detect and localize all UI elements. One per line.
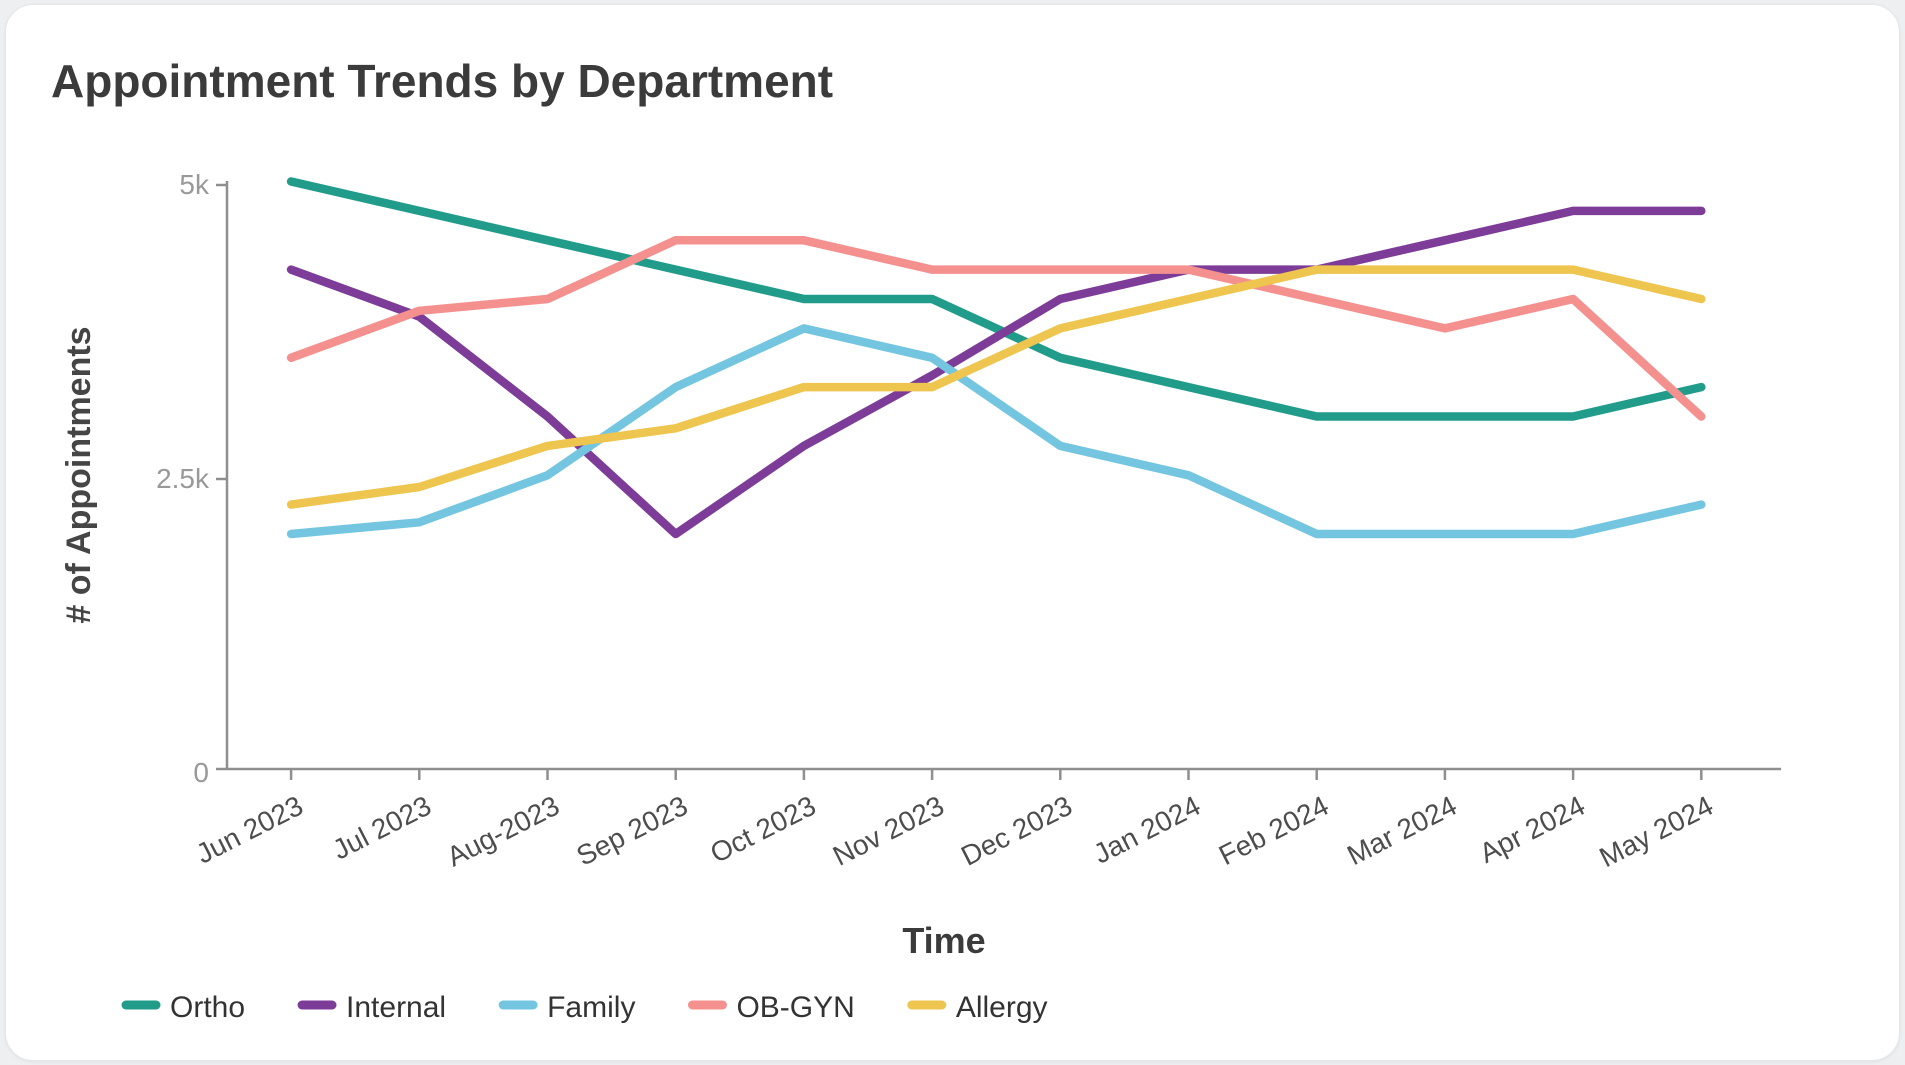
x-tick-label: Mar 2024 (1342, 790, 1461, 871)
legend-item-internal[interactable]: Internal (297, 991, 446, 1024)
y-tick-label-5k: 5k (179, 169, 210, 200)
x-tick-label: Dec 2023 (956, 790, 1077, 872)
x-tick-label: Jul 2023 (328, 790, 436, 866)
legend: Ortho Internal Family OB-GYN Allergy (121, 991, 1048, 1024)
plot-lines (286, 177, 1706, 539)
legend-item-ob-gyn[interactable]: OB-GYN (687, 991, 855, 1024)
x-axis-ticks (289, 769, 1703, 780)
legend-label-internal: Internal (346, 991, 446, 1024)
series-line-ob-gyn (286, 236, 1706, 421)
legend-label-family: Family (547, 991, 635, 1024)
series-line-ortho (286, 177, 1706, 421)
x-tick-label: Apr 2024 (1474, 790, 1589, 869)
legend-item-allergy[interactable]: Allergy (907, 991, 1048, 1024)
x-tick-label: Aug-2023 (442, 790, 564, 873)
series-line-family (286, 324, 1706, 539)
x-tick-label: May 2024 (1594, 790, 1718, 873)
series-line-allergy (286, 265, 1706, 509)
legend-label-ob-gyn: OB-GYN (736, 991, 854, 1024)
x-axis-title: Time (902, 920, 985, 961)
x-tick-label: Feb 2024 (1214, 790, 1334, 871)
legend-item-ortho[interactable]: Ortho (121, 991, 245, 1024)
chart-card: Appointment Trends by Department # of Ap… (5, 4, 1900, 1061)
chart-title: Appointment Trends by Department (51, 55, 833, 107)
x-tick-label: Oct 2023 (705, 790, 820, 869)
y-tick-label-0: 0 (193, 757, 209, 788)
legend-label-allergy: Allergy (956, 991, 1048, 1024)
series-line-internal (286, 206, 1706, 539)
x-tick-label: Nov 2023 (828, 790, 949, 872)
y-tick-label-2.5k: 2.5k (156, 463, 210, 494)
x-axis-labels: Jun 2023 Jul 2023 Aug-2023 Sep 2023 Oct 2023… (191, 790, 1718, 873)
x-tick-label: Jun 2023 (191, 790, 308, 870)
y-axis-title: # of Appointments (60, 326, 98, 623)
appointment-trends-chart: Appointment Trends by Department # of Ap… (51, 55, 1781, 1024)
x-tick-label: Sep 2023 (572, 790, 693, 872)
legend-item-family[interactable]: Family (498, 991, 635, 1024)
x-tick-label: Jan 2024 (1088, 790, 1205, 870)
legend-label-ortho: Ortho (170, 991, 245, 1024)
